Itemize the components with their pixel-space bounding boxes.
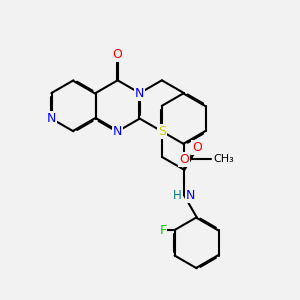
Text: N: N bbox=[47, 112, 56, 125]
Text: F: F bbox=[159, 224, 167, 236]
Text: N: N bbox=[186, 189, 196, 202]
Text: S: S bbox=[158, 125, 166, 138]
Text: N: N bbox=[113, 125, 122, 138]
Text: H: H bbox=[173, 189, 182, 202]
Text: N: N bbox=[135, 87, 144, 100]
Text: O: O bbox=[179, 153, 189, 166]
Text: O: O bbox=[113, 48, 123, 61]
Text: O: O bbox=[192, 141, 202, 154]
Text: CH₃: CH₃ bbox=[213, 154, 234, 164]
